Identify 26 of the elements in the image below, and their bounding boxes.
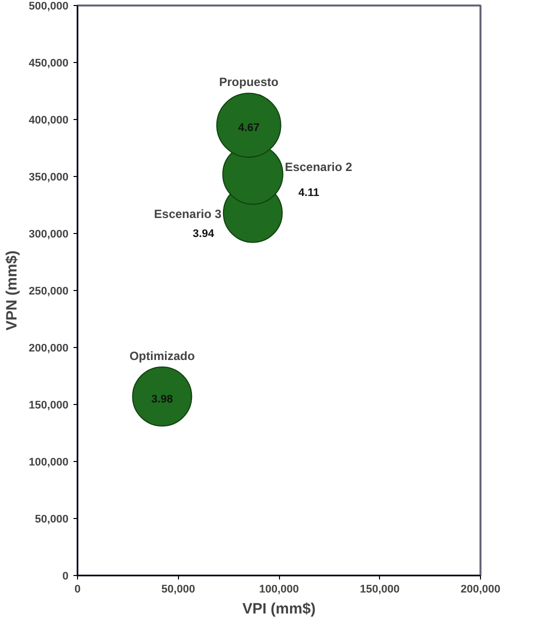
x-axis-title: VPI (mm$) <box>242 600 316 618</box>
y-tick-label: 200,000 <box>28 342 69 354</box>
y-tick-label: 450,000 <box>28 58 69 70</box>
y-tick-label: 100,000 <box>28 456 69 468</box>
y-tick-label: 150,000 <box>28 400 69 412</box>
y-tick-label: 350,000 <box>28 172 69 184</box>
x-tick-label: 200,000 <box>460 584 500 596</box>
y-tick-label: 50,000 <box>34 514 69 526</box>
x-tick-label: 50,000 <box>161 584 196 596</box>
x-tick-label: 100,000 <box>259 584 299 596</box>
y-tick-label: 500,000 <box>28 0 69 12</box>
annotation: 4.11 <box>298 187 320 200</box>
y-tick-label: 250,000 <box>28 286 69 298</box>
y-tick-label: 300,000 <box>28 228 69 240</box>
x-tick-label: 0 <box>74 584 81 596</box>
y-axis-title: VPN (mm$) <box>4 250 21 331</box>
y-tick-label: 0 <box>62 570 69 582</box>
series-label: Escenario 3 <box>154 206 222 221</box>
series-label: Optimizado <box>129 348 195 363</box>
annotation: 3.98 <box>151 394 173 406</box>
annotation: 4.67 <box>238 122 260 134</box>
series-label: Propuesto <box>219 75 278 90</box>
annotation: 3.94 <box>192 228 215 240</box>
y-tick-label: 400,000 <box>28 114 69 126</box>
series-label: Escenario 2 <box>284 160 353 174</box>
x-tick-label: 150,000 <box>360 584 400 596</box>
